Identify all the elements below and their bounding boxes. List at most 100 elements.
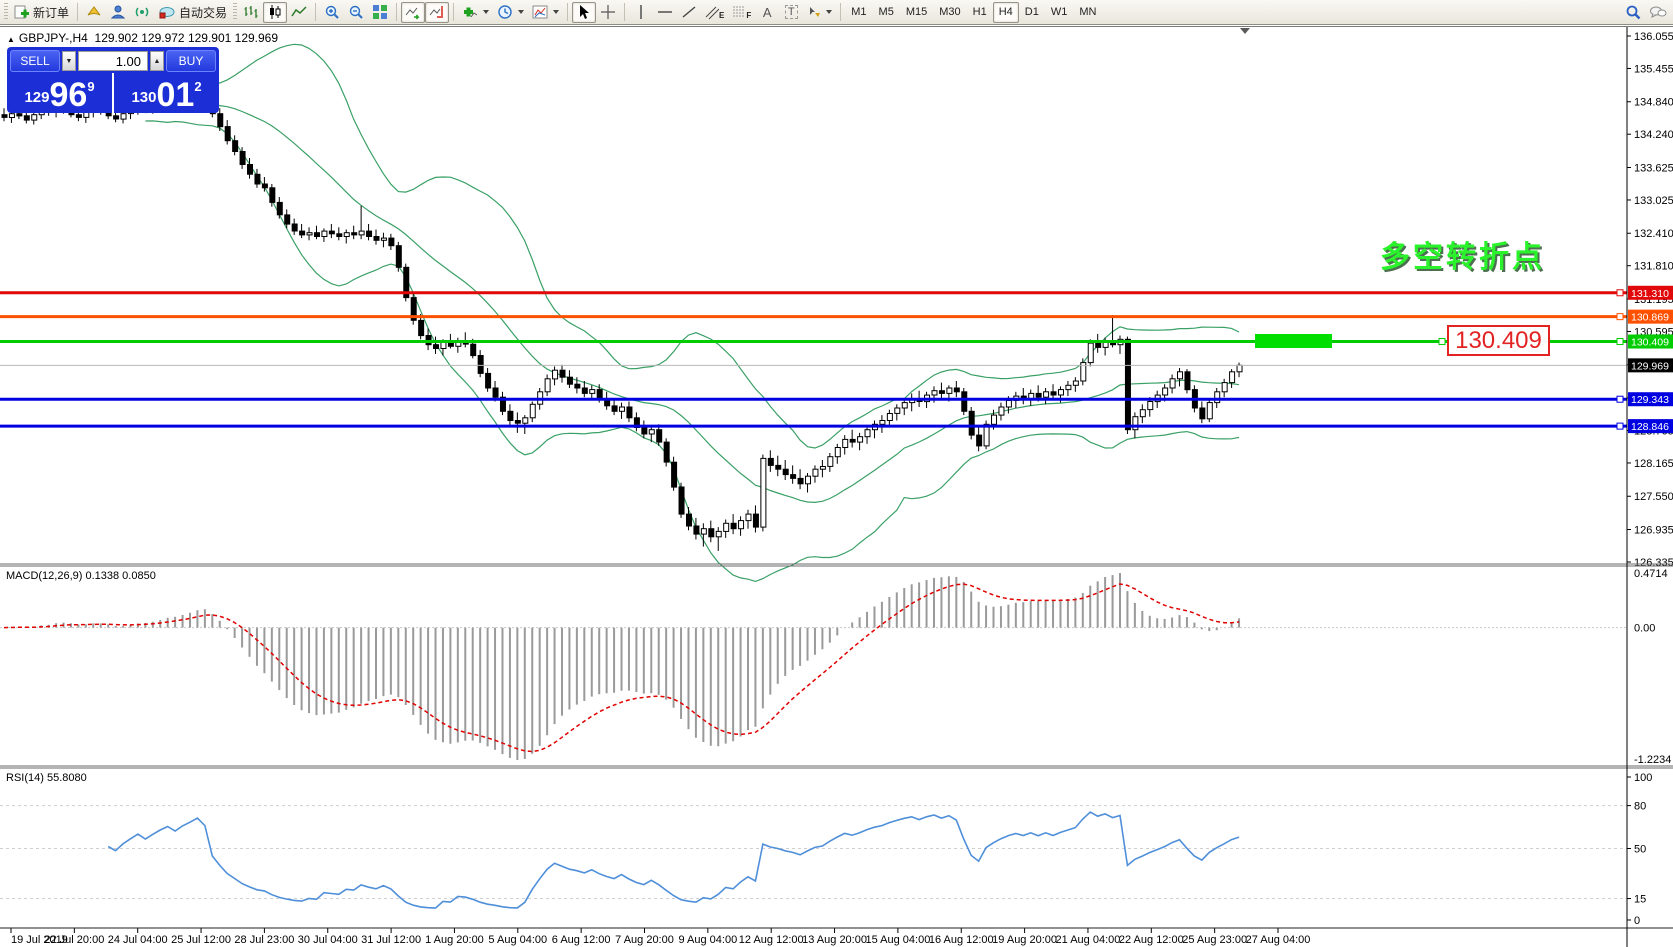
line-handle[interactable] (1438, 338, 1446, 346)
candle-body (388, 237, 395, 247)
horizontal-line-tool-button[interactable] (653, 2, 677, 23)
time-tick-label: 19 Jul 2019 (11, 934, 68, 946)
candle-body (1005, 400, 1012, 408)
toolbar-grip[interactable] (233, 3, 238, 21)
volume-down-button[interactable]: ▼ (62, 51, 76, 71)
chart-shift-marker[interactable] (1240, 28, 1250, 34)
candle-body (239, 151, 246, 165)
macd-pane[interactable]: 0.4714 0.00 -1.2234 (0, 568, 1671, 766)
templates-button[interactable] (528, 2, 563, 23)
candle-body (953, 387, 960, 393)
highlight-rectangle[interactable] (1255, 334, 1332, 348)
line-chart-mode-button[interactable] (287, 2, 311, 23)
candle-body (358, 230, 365, 236)
price-flag (1628, 419, 1673, 434)
sell-button[interactable]: SELL (10, 50, 60, 72)
timeframe-button-m15[interactable]: M15 (905, 6, 928, 18)
metaeditor-button[interactable] (82, 2, 106, 23)
text-tool-button[interactable]: A (755, 2, 779, 23)
candle-body (470, 343, 477, 357)
volume-input[interactable]: 1.00 (78, 51, 148, 71)
chart-shift-button[interactable] (425, 1, 450, 23)
timeframe-button-w1[interactable]: W1 (1050, 6, 1068, 18)
axis-tick-label: 126.935 (1634, 525, 1673, 537)
timeframe-button-h1[interactable]: H1 (972, 6, 987, 18)
candle-body (224, 126, 231, 142)
chevron-down-icon (518, 10, 525, 14)
candle-body (232, 140, 239, 152)
zoom-in-icon (324, 4, 340, 20)
timeframe-button-mn[interactable]: MN (1079, 6, 1097, 18)
price-flag (1628, 309, 1673, 324)
line-handle[interactable] (1616, 395, 1624, 403)
candle-body (380, 237, 387, 241)
candle-body (373, 236, 380, 241)
timeframe-button-m1[interactable]: M1 (851, 6, 867, 18)
candle-body (477, 355, 484, 374)
timeframe-button-m30[interactable]: M30 (939, 6, 961, 18)
chart-shift-icon (429, 4, 445, 20)
timeframe-button-h4[interactable]: H4 (992, 1, 1019, 23)
tile-windows-button[interactable] (368, 2, 392, 23)
time-tick-label: 24 Jul 04:00 (108, 934, 168, 946)
indicators-button[interactable] (458, 2, 493, 23)
candle-body (834, 447, 841, 458)
candle-body (366, 230, 373, 238)
line-handle[interactable] (1616, 289, 1624, 297)
auto-trading-label: 自动交易 (179, 5, 228, 20)
candle-body (589, 389, 596, 394)
line-handle[interactable] (1616, 313, 1624, 321)
search-icon (1625, 4, 1641, 20)
price-chart-pane[interactable] (0, 28, 1627, 583)
bar-chart-mode-button[interactable] (239, 2, 263, 23)
volume-up-button[interactable]: ▲ (150, 51, 164, 71)
candle-body (775, 464, 782, 470)
arrows-tool-button[interactable] (803, 2, 836, 23)
trendline-tool-button[interactable] (677, 2, 701, 23)
timeframe-button-m5[interactable]: M5 (878, 6, 894, 18)
price-axis[interactable]: 136.055 135.455 134.840 134.240 133.625 133.0… (1627, 31, 1673, 569)
timeframe-button-d1[interactable]: D1 (1024, 6, 1039, 18)
candlestick-mode-button[interactable] (263, 1, 288, 23)
chat-button[interactable] (1645, 2, 1671, 23)
crosshair-tool-button[interactable] (596, 2, 620, 23)
axis-tick-label: 127.550 (1634, 491, 1673, 503)
candle-body (343, 232, 350, 237)
text-label-tool-button[interactable]: T (779, 2, 803, 23)
text-annotation[interactable]: 多空转折点 (1380, 241, 1545, 274)
chart-canvas[interactable]: 0.4714 0.00 -1.2234 100 80 50 15 0 136.055 135.45… (0, 27, 1673, 947)
price-flag (1628, 285, 1673, 300)
auto-scroll-button[interactable] (401, 1, 426, 23)
buy-button[interactable]: BUY (166, 50, 216, 72)
toolbar: 新订单 自动交易 (0, 0, 1673, 25)
collapse-panel-icon[interactable]: ▲ (7, 35, 15, 44)
candle-body (522, 417, 529, 424)
line-handle[interactable] (1616, 338, 1624, 346)
candle-body (559, 369, 566, 378)
zoom-in-button[interactable] (320, 2, 344, 23)
equidistant-channel-tool-button[interactable]: E (701, 2, 728, 23)
candle-body (284, 214, 291, 225)
candle-body (879, 420, 886, 425)
price-callout[interactable]: 130.409 (1447, 325, 1550, 356)
signals-button[interactable] (130, 2, 154, 23)
buy-price[interactable]: 130 01 2 (114, 73, 219, 113)
candle-body (485, 372, 492, 389)
profile-button[interactable] (106, 2, 130, 23)
fibonacci-tool-button[interactable]: F (728, 2, 755, 23)
candle-body (671, 461, 678, 488)
vertical-line-tool-button[interactable] (629, 2, 653, 23)
chart-window: 0.4714 0.00 -1.2234 100 80 50 15 0 136.055 135.45… (0, 26, 1673, 947)
zoom-out-button[interactable] (344, 2, 368, 23)
periods-button[interactable] (493, 2, 528, 23)
new-order-button[interactable]: 新订单 (10, 2, 73, 23)
auto-trading-button[interactable]: 自动交易 (154, 2, 231, 23)
line-handle[interactable] (1616, 422, 1624, 430)
cursor-tool-button[interactable] (572, 1, 597, 23)
rsi-pane[interactable]: 100 80 50 15 0 (0, 772, 1652, 927)
sell-price[interactable]: 129 96 9 (7, 73, 112, 113)
search-button[interactable] (1621, 2, 1645, 23)
toolbar-grip[interactable] (4, 3, 8, 21)
